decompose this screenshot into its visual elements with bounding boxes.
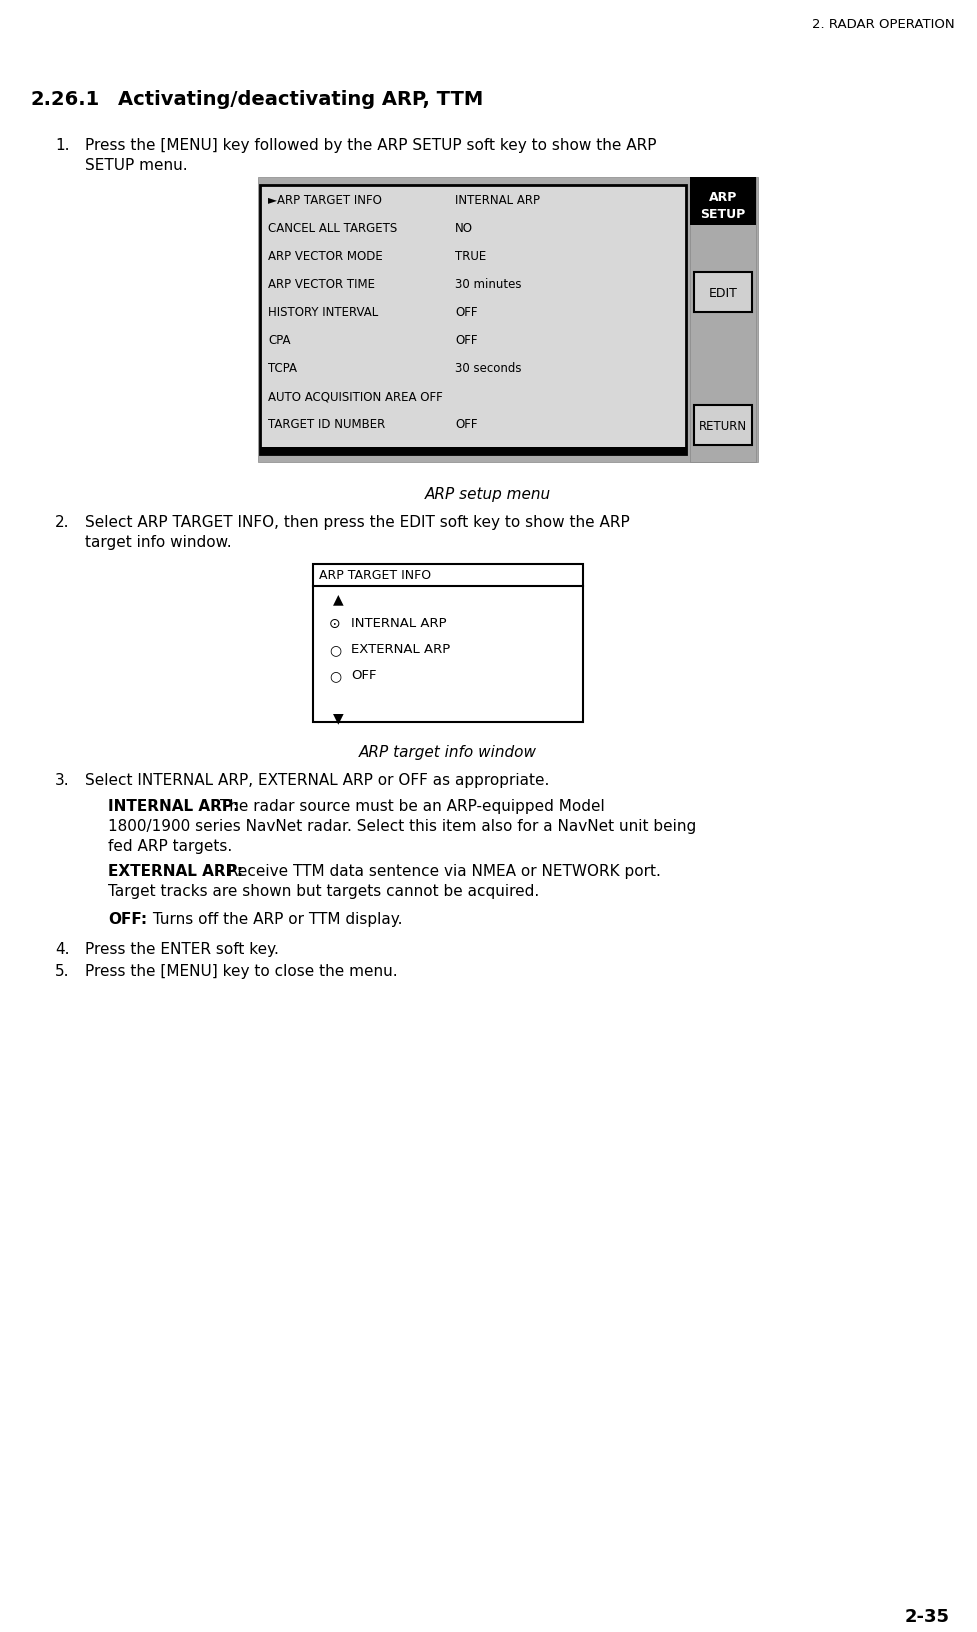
Text: ►ARP TARGET INFO: ►ARP TARGET INFO — [268, 194, 381, 207]
Bar — [694, 273, 751, 313]
Text: ⊙: ⊙ — [328, 617, 340, 630]
Text: INTERNAL ARP: INTERNAL ARP — [454, 194, 539, 207]
Text: 4.: 4. — [55, 942, 69, 956]
Bar — [260, 186, 685, 455]
Text: ▲: ▲ — [332, 592, 343, 605]
Text: CANCEL ALL TARGETS: CANCEL ALL TARGETS — [268, 222, 397, 235]
Text: target info window.: target info window. — [85, 535, 232, 550]
Text: SETUP menu.: SETUP menu. — [85, 158, 188, 173]
Text: Receive TTM data sentence via NMEA or NETWORK port.: Receive TTM data sentence via NMEA or NE… — [223, 863, 660, 878]
Text: ○: ○ — [328, 669, 341, 682]
Text: Select INTERNAL ARP, EXTERNAL ARP or OFF as appropriate.: Select INTERNAL ARP, EXTERNAL ARP or OFF… — [85, 772, 549, 788]
Text: 2-35: 2-35 — [904, 1608, 949, 1625]
Text: OFF:: OFF: — [107, 911, 147, 927]
Text: 30 seconds: 30 seconds — [454, 362, 521, 375]
Text: OFF: OFF — [454, 305, 477, 318]
Text: NO: NO — [454, 222, 473, 235]
Bar — [258, 178, 757, 463]
Text: ARP VECTOR TIME: ARP VECTOR TIME — [268, 277, 374, 290]
Text: 3.: 3. — [55, 772, 69, 788]
Text: ARP setup menu: ARP setup menu — [424, 486, 550, 501]
Text: ○: ○ — [328, 643, 341, 656]
Text: fed ARP targets.: fed ARP targets. — [107, 839, 232, 854]
Text: AUTO ACQUISITION AREA OFF: AUTO ACQUISITION AREA OFF — [268, 390, 443, 403]
Text: Target tracks are shown but targets cannot be acquired.: Target tracks are shown but targets cann… — [107, 883, 538, 899]
Text: CPA: CPA — [268, 335, 290, 346]
Bar — [313, 565, 582, 723]
Text: Turns off the ARP or TTM display.: Turns off the ARP or TTM display. — [148, 911, 403, 927]
Text: HISTORY INTERVAL: HISTORY INTERVAL — [268, 305, 378, 318]
Bar — [690, 178, 755, 463]
Text: OFF: OFF — [351, 669, 376, 682]
Text: Press the [MENU] key followed by the ARP SETUP soft key to show the ARP: Press the [MENU] key followed by the ARP… — [85, 139, 656, 153]
Text: 5.: 5. — [55, 963, 69, 979]
Text: TRUE: TRUE — [454, 250, 486, 263]
Text: TARGET ID NUMBER: TARGET ID NUMBER — [268, 418, 385, 431]
Text: EXTERNAL ARP: EXTERNAL ARP — [351, 643, 449, 656]
Text: OFF: OFF — [454, 418, 477, 431]
Text: Press the [MENU] key to close the menu.: Press the [MENU] key to close the menu. — [85, 963, 398, 979]
Text: ARP target info window: ARP target info window — [359, 744, 536, 759]
Text: Press the ENTER soft key.: Press the ENTER soft key. — [85, 942, 278, 956]
Text: 2. RADAR OPERATION: 2. RADAR OPERATION — [812, 18, 954, 31]
Text: ▼: ▼ — [332, 710, 343, 725]
Text: Select ARP TARGET INFO, then press the EDIT soft key to show the ARP: Select ARP TARGET INFO, then press the E… — [85, 514, 629, 530]
Text: 2.: 2. — [55, 514, 69, 530]
Text: Activating/deactivating ARP, TTM: Activating/deactivating ARP, TTM — [118, 90, 483, 109]
Text: 1800/1900 series NavNet radar. Select this item also for a NavNet unit being: 1800/1900 series NavNet radar. Select th… — [107, 819, 696, 834]
Bar — [690, 178, 755, 225]
Text: INTERNAL ARP:: INTERNAL ARP: — [107, 798, 239, 813]
Text: EXTERNAL ARP:: EXTERNAL ARP: — [107, 863, 242, 878]
Text: The radar source must be an ARP-equipped Model: The radar source must be an ARP-equipped… — [215, 798, 604, 813]
Text: 30 minutes: 30 minutes — [454, 277, 521, 290]
Text: ARP VECTOR MODE: ARP VECTOR MODE — [268, 250, 382, 263]
Text: OFF: OFF — [454, 335, 477, 346]
Text: RETURN: RETURN — [699, 419, 746, 432]
Text: 2.26.1: 2.26.1 — [30, 90, 99, 109]
Text: ARP TARGET INFO: ARP TARGET INFO — [319, 568, 431, 581]
Text: EDIT: EDIT — [708, 287, 737, 300]
Bar — [260, 447, 685, 455]
Text: INTERNAL ARP: INTERNAL ARP — [351, 617, 446, 630]
Text: ARP: ARP — [708, 191, 737, 204]
Bar — [694, 406, 751, 446]
Text: SETUP: SETUP — [700, 207, 744, 220]
Text: TCPA: TCPA — [268, 362, 297, 375]
Text: 1.: 1. — [55, 139, 69, 153]
